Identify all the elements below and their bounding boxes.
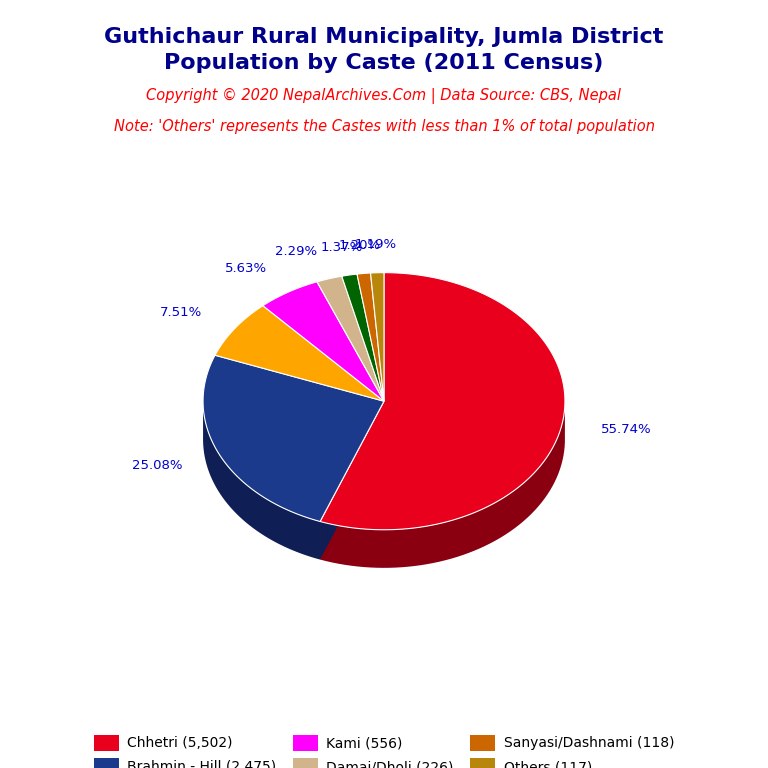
Legend: Chhetri (5,502), Brahmin - Hill (2,475), Sarki (741), Kami (556), Damai/Dholi (2: Chhetri (5,502), Brahmin - Hill (2,475),… <box>88 730 680 768</box>
Polygon shape <box>320 404 565 568</box>
Polygon shape <box>215 306 384 401</box>
Polygon shape <box>317 276 384 401</box>
Text: 7.51%: 7.51% <box>160 306 202 319</box>
Polygon shape <box>320 273 565 530</box>
Text: 55.74%: 55.74% <box>601 423 652 436</box>
Polygon shape <box>320 401 384 560</box>
Text: 1.20%: 1.20% <box>338 239 380 252</box>
Text: 5.63%: 5.63% <box>225 262 267 274</box>
Text: Guthichaur Rural Municipality, Jumla District
Population by Caste (2011 Census): Guthichaur Rural Municipality, Jumla Dis… <box>104 27 664 73</box>
Polygon shape <box>203 356 384 521</box>
Text: 2.29%: 2.29% <box>275 245 317 258</box>
Text: 1.19%: 1.19% <box>355 238 397 251</box>
Text: 25.08%: 25.08% <box>132 459 183 472</box>
Polygon shape <box>370 273 384 401</box>
Polygon shape <box>357 273 384 401</box>
Text: Copyright © 2020 NepalArchives.Com | Data Source: CBS, Nepal: Copyright © 2020 NepalArchives.Com | Dat… <box>147 88 621 104</box>
Polygon shape <box>320 401 384 560</box>
Polygon shape <box>342 274 384 401</box>
Polygon shape <box>263 282 384 401</box>
Text: 1.37%: 1.37% <box>320 240 362 253</box>
Text: Note: 'Others' represents the Castes with less than 1% of total population: Note: 'Others' represents the Castes wit… <box>114 119 654 134</box>
Polygon shape <box>203 401 320 560</box>
